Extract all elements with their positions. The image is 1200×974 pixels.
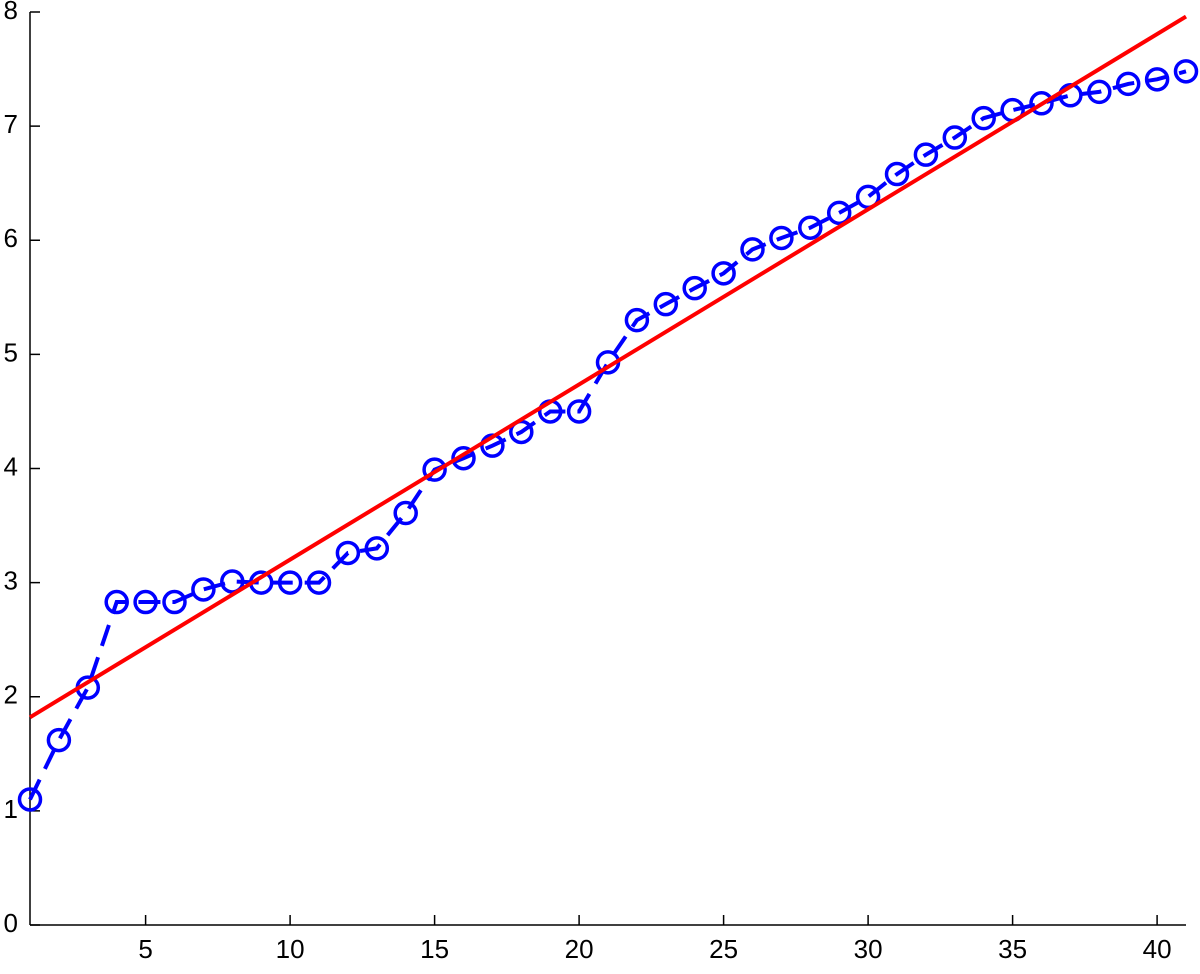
marker: [1144, 67, 1170, 92]
marker: [711, 261, 736, 286]
x-tick-label: 35: [998, 934, 1027, 964]
marker: [1029, 91, 1054, 116]
marker: [364, 536, 390, 561]
y-tick-label: 3: [4, 566, 18, 596]
marker: [162, 589, 187, 615]
marker: [1087, 79, 1112, 105]
marker: [971, 105, 996, 131]
marker: [624, 307, 650, 333]
x-tick-label: 10: [276, 934, 305, 964]
marker: [104, 589, 129, 615]
marker: [422, 457, 447, 482]
marker: [46, 727, 72, 753]
marker: [133, 589, 158, 615]
y-tick-label: 4: [4, 451, 18, 481]
marker: [277, 570, 303, 595]
y-tick-label: 2: [4, 680, 18, 710]
marker: [826, 200, 852, 226]
marker: [653, 291, 679, 317]
marker: [220, 569, 245, 594]
marker: [942, 125, 968, 150]
series-line: [28, 14, 1188, 720]
marker: [306, 570, 332, 595]
marker: [1115, 71, 1141, 97]
x-tick-label: 15: [420, 934, 449, 964]
y-tick-label: 7: [4, 109, 18, 139]
y-tick-label: 5: [4, 337, 18, 367]
marker: [1173, 59, 1199, 84]
x-tick-label: 5: [138, 934, 152, 964]
marker: [451, 445, 476, 471]
marker: [17, 787, 43, 812]
marker: [769, 225, 794, 251]
y-tick-label: 1: [4, 794, 18, 824]
x-tick-label: 25: [709, 934, 738, 964]
x-tick-label: 20: [565, 934, 594, 964]
marker: [566, 399, 592, 424]
marker: [335, 540, 361, 566]
marker: [884, 161, 910, 187]
marker: [798, 215, 823, 240]
marker: [191, 577, 216, 602]
marker: [393, 500, 418, 526]
x-tick-label: 30: [854, 934, 883, 964]
x-tick-label: 40: [1143, 934, 1172, 964]
marker: [682, 275, 707, 301]
marker: [913, 142, 939, 167]
y-tick-label: 8: [4, 0, 18, 25]
series-line: [28, 69, 1187, 801]
y-tick-label: 0: [4, 908, 18, 938]
y-tick-label: 6: [4, 223, 18, 253]
marker: [740, 237, 765, 262]
